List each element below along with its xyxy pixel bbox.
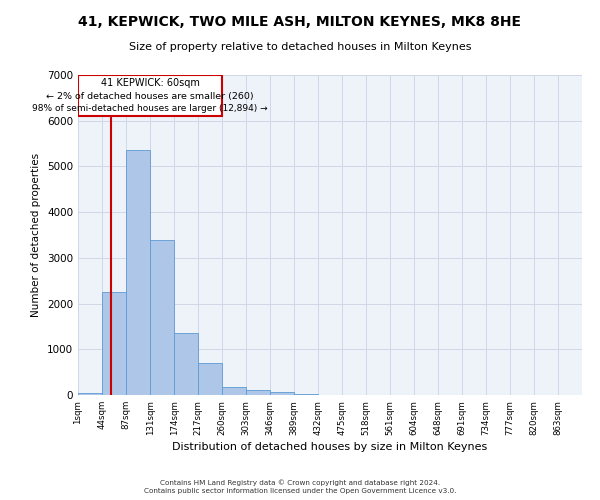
Bar	[222, 387, 246, 395]
Text: Size of property relative to detached houses in Milton Keynes: Size of property relative to detached ho…	[129, 42, 471, 52]
Bar	[270, 392, 294, 395]
Y-axis label: Number of detached properties: Number of detached properties	[31, 153, 41, 317]
Text: 41 KEPWICK: 60sqm: 41 KEPWICK: 60sqm	[101, 78, 200, 88]
Bar	[151, 240, 175, 395]
X-axis label: Distribution of detached houses by size in Milton Keynes: Distribution of detached houses by size …	[172, 442, 488, 452]
Bar	[175, 334, 198, 395]
Bar	[126, 150, 150, 395]
Bar	[78, 392, 102, 395]
Bar	[198, 363, 222, 395]
Text: 41, KEPWICK, TWO MILE ASH, MILTON KEYNES, MK8 8HE: 41, KEPWICK, TWO MILE ASH, MILTON KEYNES…	[79, 15, 521, 29]
Text: ← 2% of detached houses are smaller (260): ← 2% of detached houses are smaller (260…	[46, 92, 254, 100]
Text: Contains HM Land Registry data © Crown copyright and database right 2024.
Contai: Contains HM Land Registry data © Crown c…	[144, 480, 456, 494]
Bar	[102, 292, 126, 395]
Text: 98% of semi-detached houses are larger (12,894) →: 98% of semi-detached houses are larger (…	[32, 104, 268, 113]
Bar	[78, 75, 222, 116]
Bar	[294, 394, 318, 395]
Bar	[246, 390, 270, 395]
